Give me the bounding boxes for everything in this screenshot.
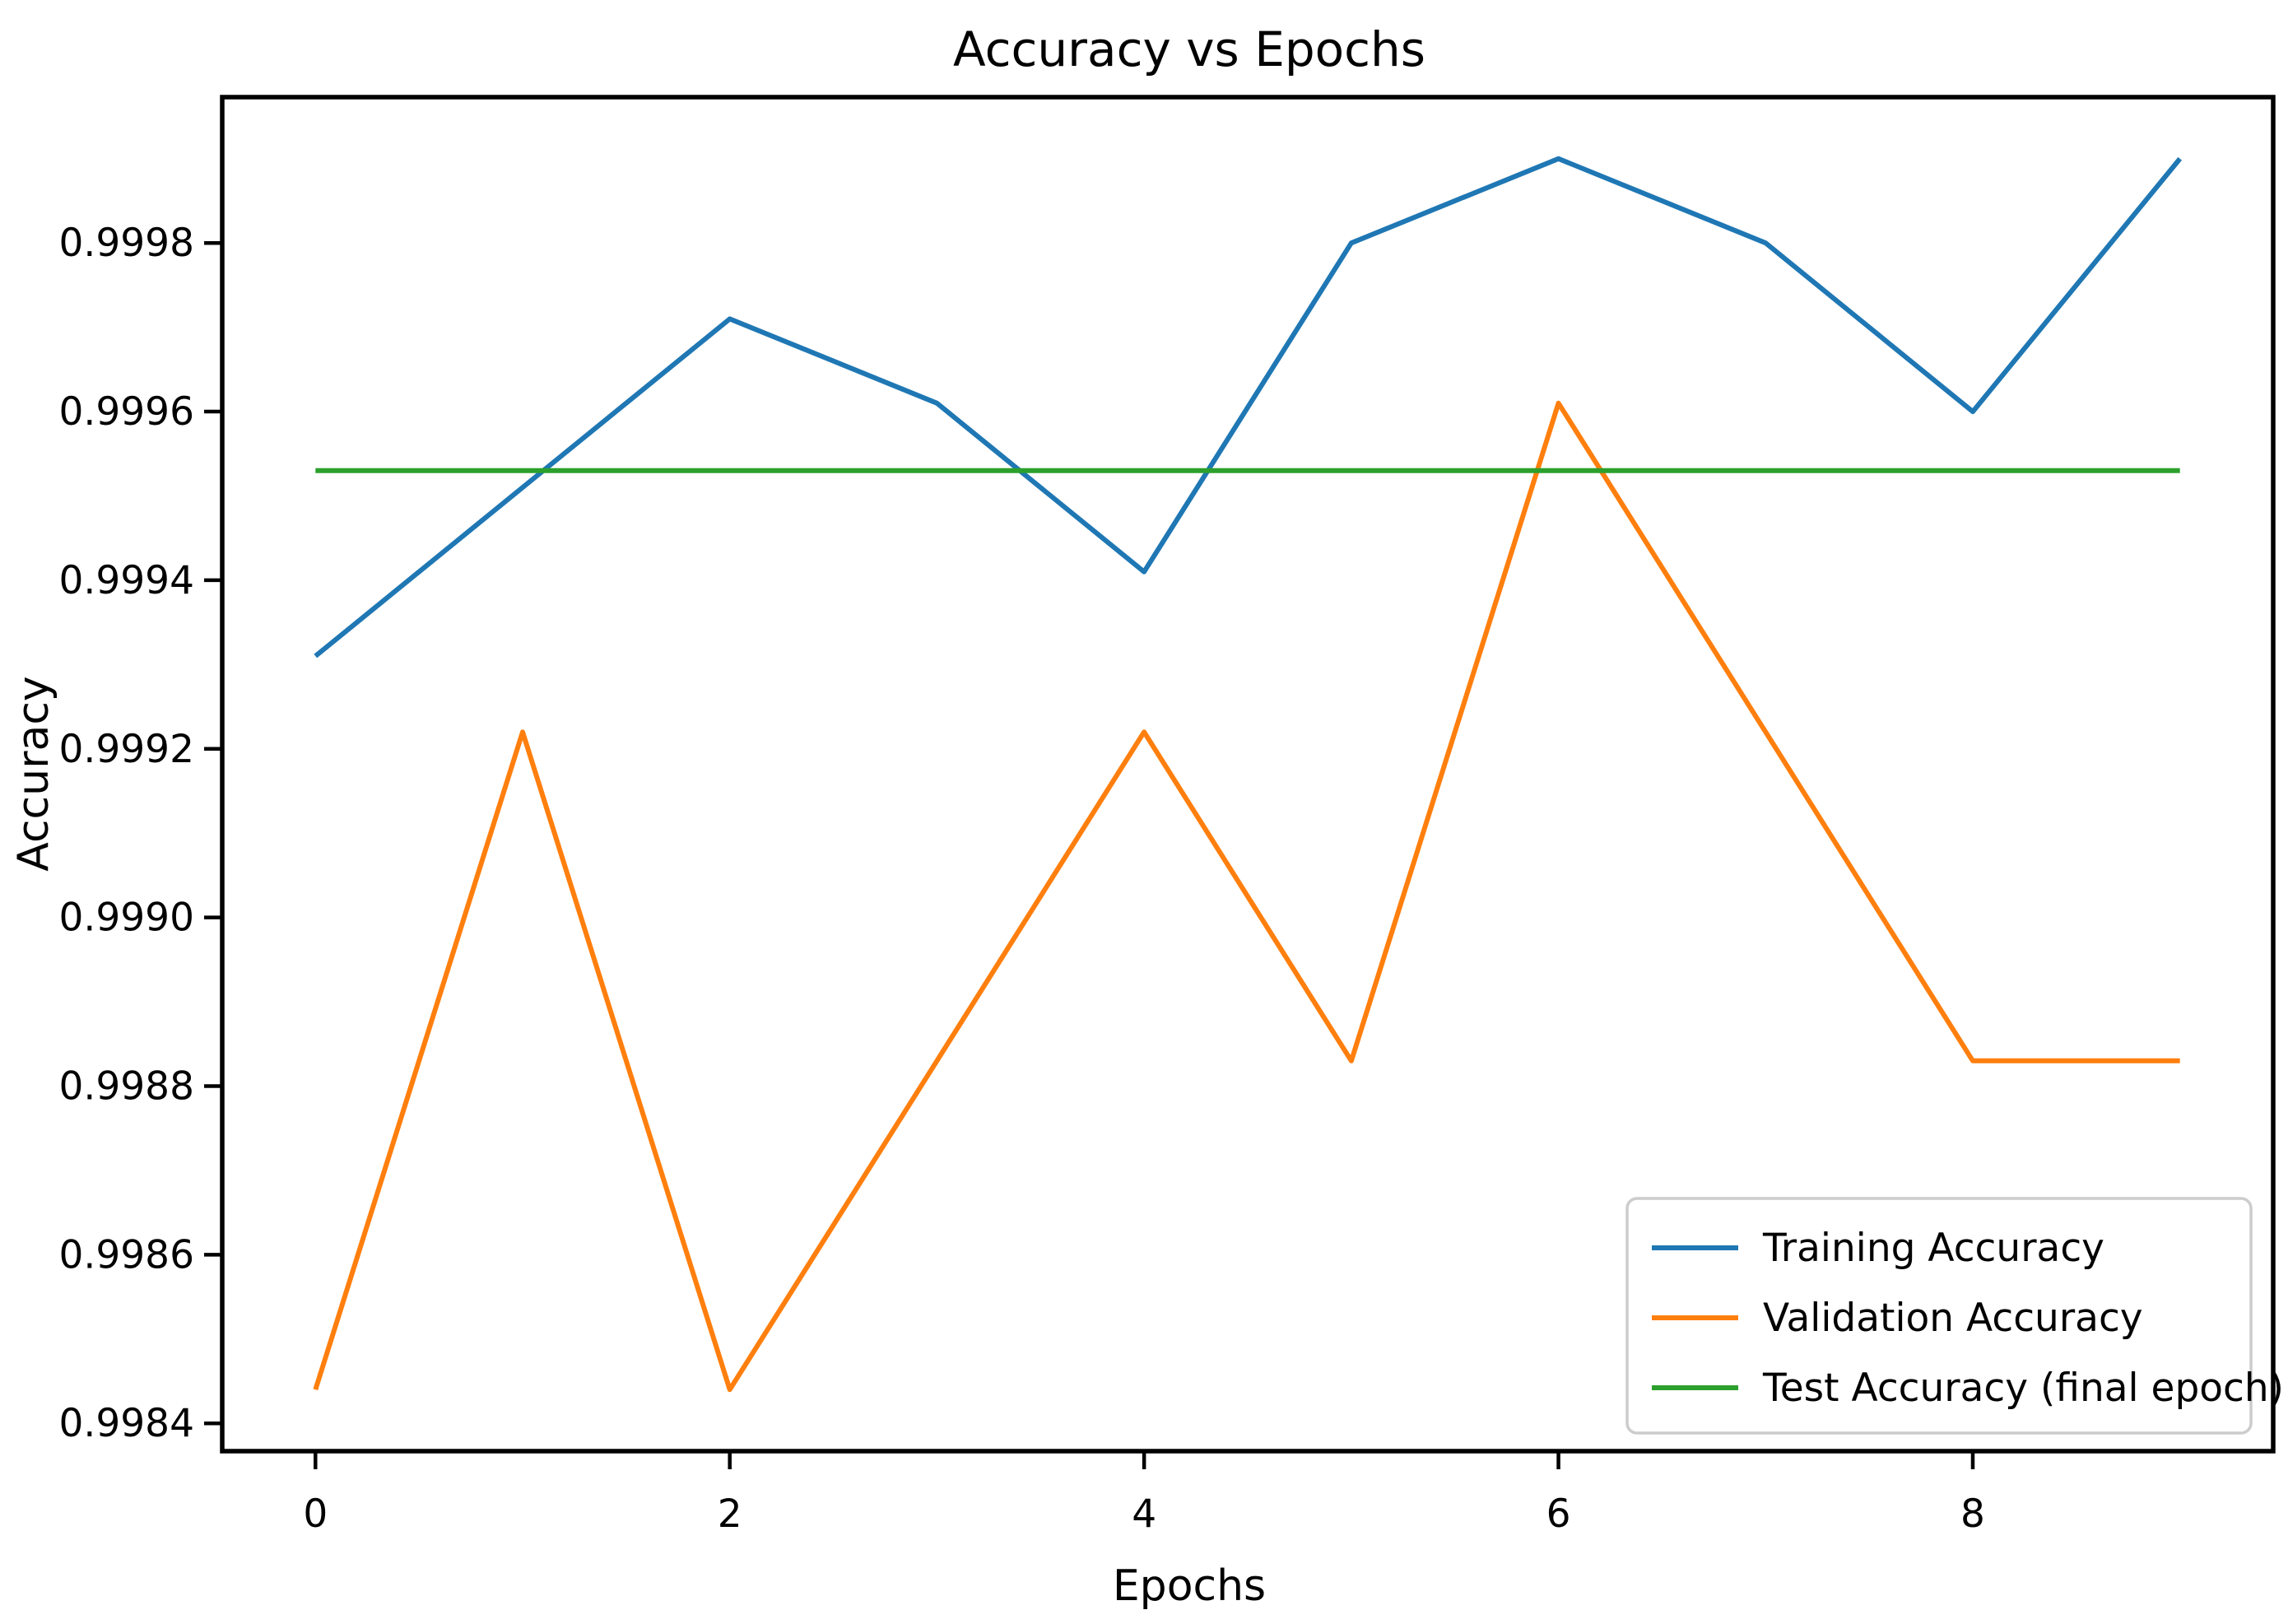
y-axis-label: Accuracy — [9, 676, 58, 871]
y-tick-label: 0.9984 — [59, 1401, 194, 1446]
y-tick-label: 0.9990 — [59, 896, 194, 941]
legend-label-training-accuracy: Training Accuracy — [1762, 1226, 2104, 1271]
plot-area: 0.9984 0.9986 0.9988 0.9990 0.9992 0.9994 0.99… — [59, 95, 2284, 1537]
y-tick-label: 0.9992 — [59, 727, 194, 772]
x-tick-label: 0 — [303, 1491, 328, 1537]
plot-frame — [220, 95, 2276, 1454]
legend: Training Accuracy Validation Accuracy Test… — [1625, 1197, 2284, 1435]
y-tick-label: 0.9998 — [59, 221, 194, 266]
y-tick-label: 0.9996 — [59, 389, 194, 435]
chart-title: Accuracy vs Epochs — [953, 21, 1425, 77]
legend-label-validation-accuracy: Validation Accuracy — [1763, 1296, 2143, 1341]
legend-label-test-accuracy-final-epoch: Test Accuracy (final epoch) — [1762, 1366, 2284, 1411]
x-tick-label: 8 — [1960, 1491, 1985, 1537]
y-tick-label: 0.9988 — [59, 1063, 194, 1109]
legend-box — [1625, 1197, 2253, 1435]
x-tick-label: 4 — [1132, 1491, 1156, 1537]
y-tick-label: 0.9994 — [59, 558, 194, 603]
x-tick-label: 2 — [718, 1491, 742, 1537]
x-tick-label: 6 — [1546, 1491, 1571, 1537]
validation-accuracy-line — [313, 400, 2180, 1393]
y-tick-label: 0.9986 — [59, 1232, 194, 1277]
training-accuracy-line — [314, 156, 2183, 658]
x-axis-label: Epochs — [1113, 1561, 1266, 1611]
